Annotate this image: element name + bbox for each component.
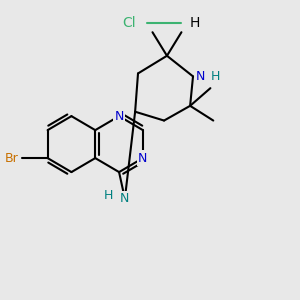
Text: Cl: Cl <box>122 16 136 30</box>
Text: N: N <box>138 152 148 165</box>
Text: N: N <box>196 70 205 83</box>
Text: Br: Br <box>5 152 19 165</box>
Text: N: N <box>120 192 130 205</box>
Text: H: H <box>104 189 113 202</box>
Text: N: N <box>114 110 124 123</box>
Text: H: H <box>210 70 220 83</box>
Text: H: H <box>190 16 200 30</box>
